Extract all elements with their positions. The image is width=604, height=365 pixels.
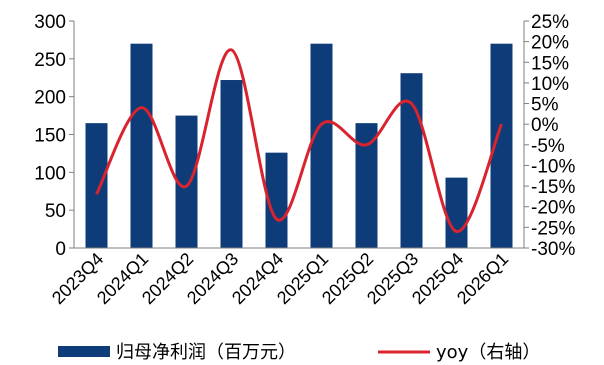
bar-2024Q1 — [130, 43, 153, 249]
bar-2024Q4 — [265, 152, 288, 248]
right-tick-label: 20% — [531, 33, 569, 54]
left-tick-label: 300 — [34, 12, 66, 33]
left-tick-label: 200 — [34, 88, 66, 109]
left-tick-label: 100 — [34, 163, 66, 184]
right-tick-label: 10% — [531, 74, 569, 95]
legend-bar-label: 归母净利润（百万元） — [116, 342, 296, 363]
left-tick-label: 250 — [34, 50, 66, 71]
right-tick-label: 15% — [531, 53, 569, 74]
left-tick-label: 50 — [45, 201, 66, 222]
right-tick-label: -20% — [531, 198, 575, 219]
right-axis-ticks: -30%-25%-20%-15%-10%-5%0%5%10%15%20%25% — [524, 12, 575, 260]
bar-2025Q3 — [400, 73, 423, 249]
yoy-line-series — [95, 48, 503, 233]
bar-series — [85, 43, 513, 249]
right-tick-label: -5% — [531, 136, 565, 157]
right-tick-label: 5% — [531, 95, 559, 116]
legend-line-label: yoy（右轴） — [436, 342, 540, 363]
legend-bar-swatch — [58, 346, 110, 357]
right-tick-label: -10% — [531, 156, 575, 177]
left-tick-label: 150 — [34, 126, 66, 147]
right-tick-label: -30% — [531, 239, 575, 260]
bar-2024Q2 — [175, 115, 198, 248]
left-tick-label: 0 — [55, 239, 66, 260]
bar-2023Q4 — [85, 123, 108, 248]
left-axis-ticks: 0 50 100 150 200 250 300 — [34, 12, 74, 260]
right-tick-label: -25% — [531, 218, 575, 239]
bar-2025Q2 — [355, 123, 378, 248]
right-tick-label: 25% — [531, 12, 569, 33]
right-tick-label: -15% — [531, 177, 575, 198]
yoy-line — [95, 48, 503, 233]
x-axis-labels: 2023Q42024Q12024Q22024Q32024Q42025Q12025… — [48, 249, 512, 308]
legend: 归母净利润（百万元） yoy（右轴） — [58, 342, 540, 363]
bar-2026Q1 — [490, 43, 513, 249]
bar-2025Q4 — [445, 177, 468, 248]
bar-2024Q3 — [220, 80, 243, 249]
bar-2025Q1 — [310, 43, 333, 249]
right-tick-label: 0% — [531, 115, 559, 136]
